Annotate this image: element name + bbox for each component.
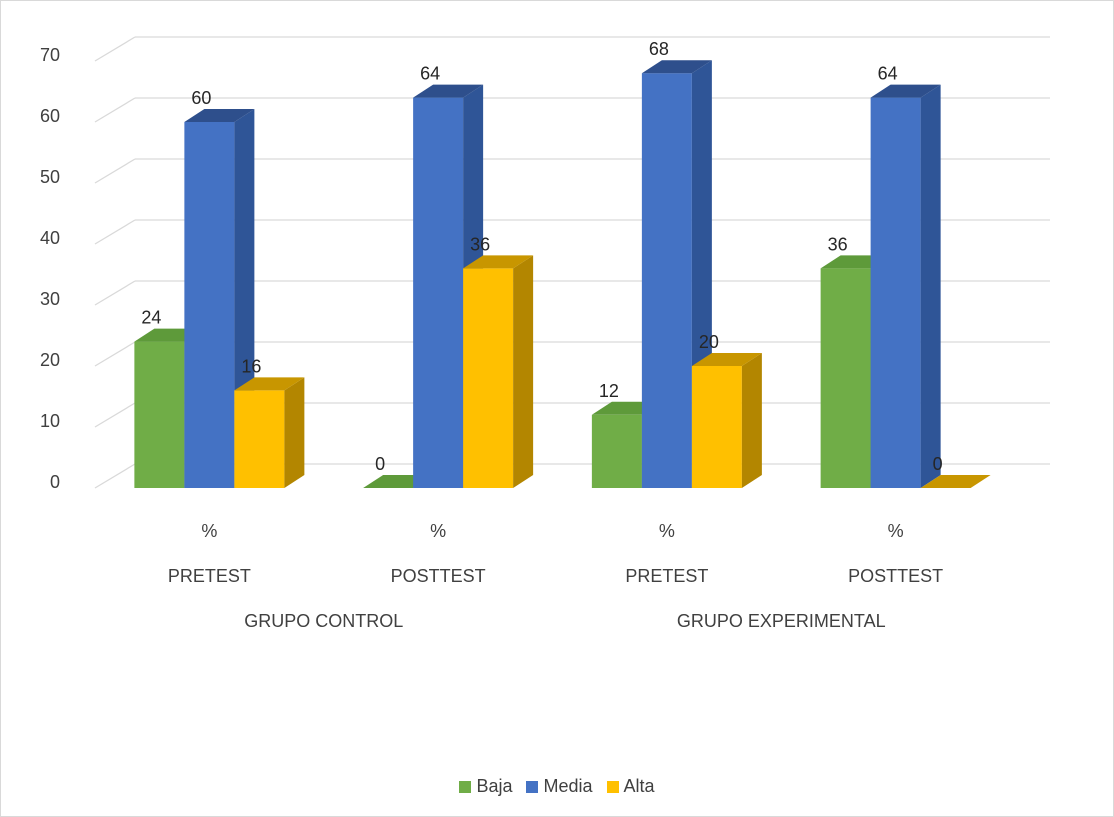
data-label-media: 64 — [420, 64, 440, 84]
data-label-media: 60 — [191, 88, 211, 108]
bar-top-alta — [234, 377, 305, 391]
y-tick-label: 30 — [40, 289, 60, 309]
category-label: % — [430, 521, 446, 541]
bars — [134, 60, 991, 488]
data-label-alta: 20 — [699, 332, 719, 352]
legend: Baja Media Alta — [0, 776, 1114, 797]
grid-line-side — [94, 463, 136, 489]
bar-front-baja — [134, 341, 185, 488]
data-label-baja: 0 — [375, 454, 385, 474]
y-tick-label: 20 — [40, 350, 60, 370]
bar-top-alta — [463, 255, 534, 269]
grid-line-side — [94, 219, 136, 245]
bar-front-media — [641, 73, 692, 488]
grid-line-side — [94, 158, 136, 184]
legend-item-media: Media — [526, 776, 593, 797]
category-label: % — [201, 521, 217, 541]
data-label-alta: 36 — [470, 234, 490, 254]
bar-front-media — [870, 97, 921, 488]
grid-line-side — [94, 36, 136, 62]
data-label-baja: 24 — [141, 308, 161, 328]
bar-front-alta — [234, 390, 285, 488]
y-tick-label: 40 — [40, 228, 60, 248]
data-label-media: 64 — [878, 64, 898, 84]
bar-side-alta — [284, 377, 305, 488]
y-tick-label: 50 — [40, 167, 60, 187]
x-axis-categories: % PRETEST% POSTTEST% PRETEST% POSTTEST GRUPO … — [168, 521, 943, 631]
bar-front-media — [413, 97, 464, 488]
y-tick-label: 10 — [40, 411, 60, 431]
group-label: GRUPO EXPERIMENTAL — [677, 611, 886, 631]
legend-label: Alta — [623, 776, 655, 796]
bar-top-alta — [920, 475, 991, 488]
category-label: % — [888, 521, 904, 541]
y-axis-ticks: 0 10 20 30 40 50 60 70 — [40, 45, 60, 492]
y-tick-label: 70 — [40, 45, 60, 65]
legend-swatch — [459, 780, 472, 793]
legend-label: Baja — [476, 776, 513, 796]
grid-line-side — [94, 402, 136, 428]
bar-side-media — [920, 84, 941, 488]
legend-item-baja: Baja — [459, 776, 512, 797]
subgroup-label: PRETEST — [625, 566, 708, 586]
bar-top-media — [184, 109, 255, 122]
legend-label: Media — [543, 776, 593, 796]
legend-item-alta: Alta — [606, 776, 655, 797]
bar-front-baja — [820, 268, 871, 488]
data-label-media: 68 — [649, 39, 669, 59]
grid-line-side — [94, 341, 136, 367]
category-label: % — [659, 521, 675, 541]
data-label-alta: 16 — [241, 356, 261, 376]
y-tick-label: 60 — [40, 106, 60, 126]
bar-front-alta — [691, 366, 742, 488]
y-tick-label: 0 — [50, 472, 60, 492]
legend-swatch — [526, 780, 539, 793]
bar-top-media — [870, 84, 941, 98]
group-label: GRUPO CONTROL — [244, 611, 403, 631]
bar-front-media — [184, 122, 235, 488]
legend-swatch — [606, 780, 619, 793]
subgroup-label: PRETEST — [168, 566, 251, 586]
bar-front-alta — [463, 268, 514, 488]
data-label-alta: 0 — [933, 454, 943, 474]
grid-line-side — [94, 97, 136, 123]
subgroup-label: POSTTEST — [391, 566, 486, 586]
data-labels: 24 60 16 0 64 36 12 68 20 36 64 0 — [141, 39, 942, 474]
data-label-baja: 12 — [599, 381, 619, 401]
subgroup-label: POSTTEST — [848, 566, 943, 586]
bar-side-alta — [741, 353, 762, 488]
bar-top-media — [413, 84, 484, 98]
bar-top-media — [641, 60, 712, 74]
bar-side-alta — [513, 255, 534, 488]
bar-top-alta — [691, 353, 762, 366]
grid-line-side — [94, 280, 136, 306]
bar-front-baja — [591, 414, 642, 488]
data-label-baja: 36 — [828, 234, 848, 254]
